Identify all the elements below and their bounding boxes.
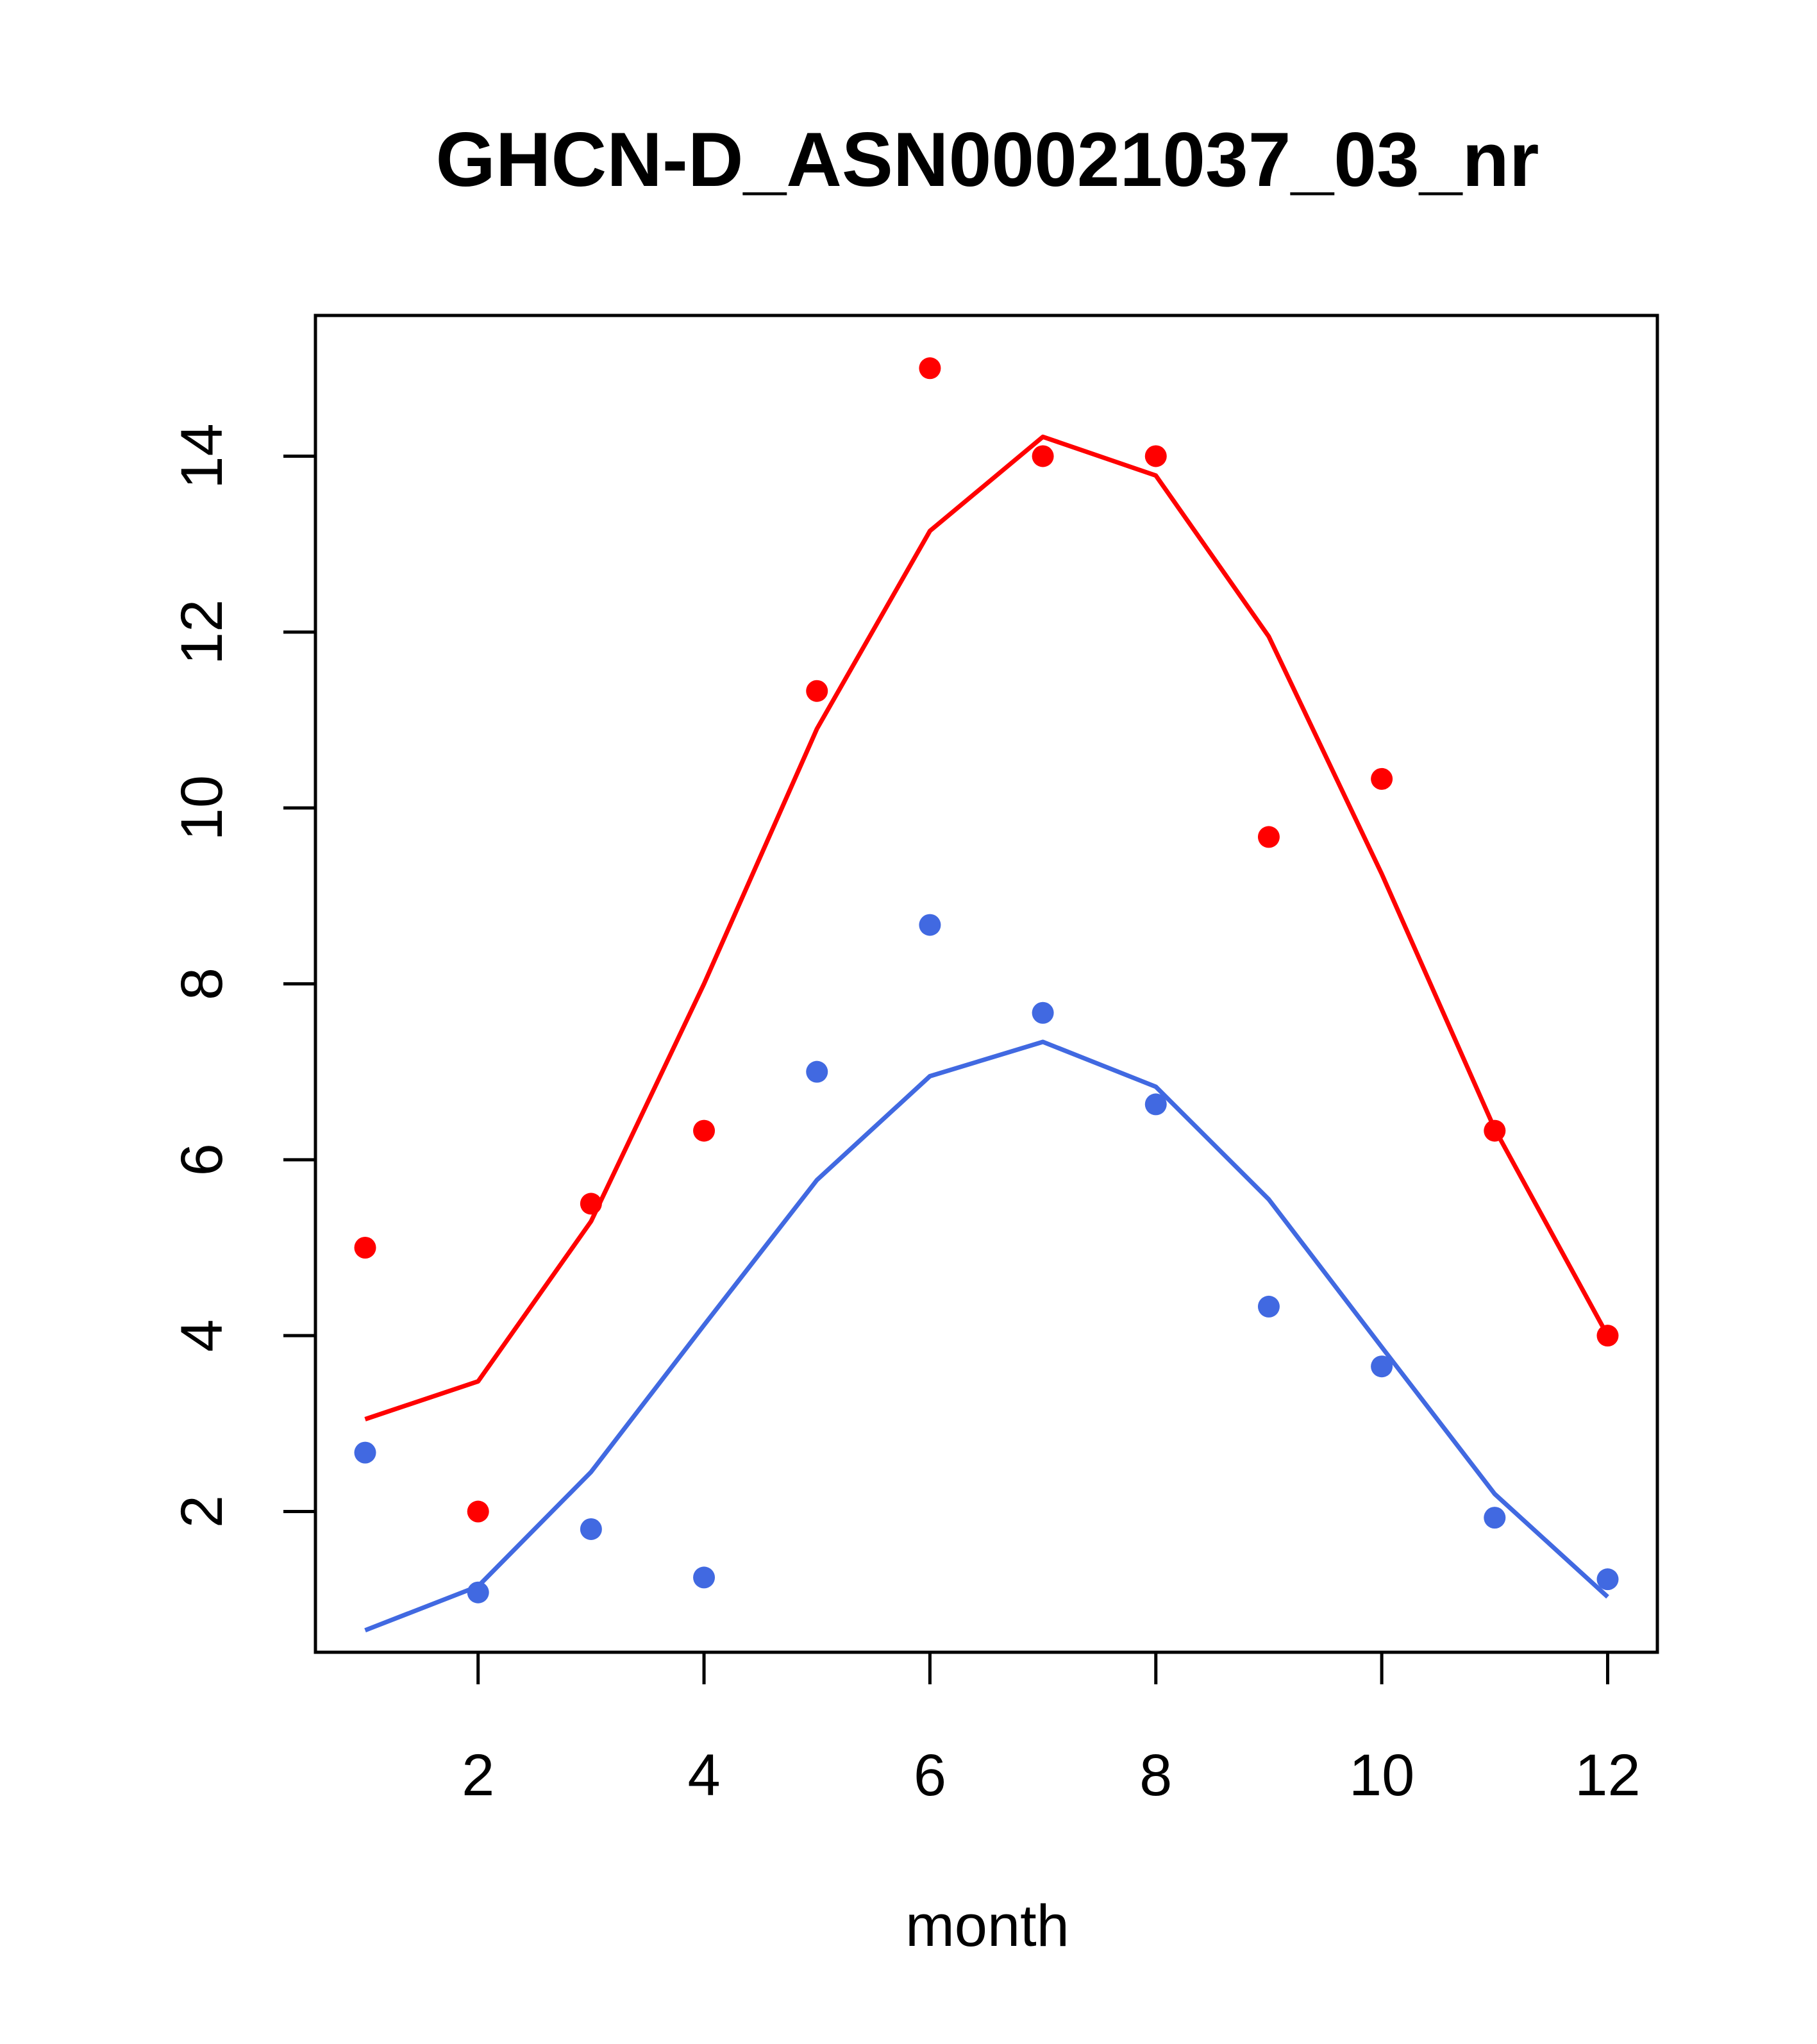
y-tick-label: 2 — [169, 1495, 235, 1528]
x-axis: 2 4 6 8 10 12 — [462, 1652, 1641, 1808]
fit-lines — [364, 434, 1610, 1632]
x-tick-label: 2 — [462, 1743, 494, 1808]
y-tick-label: 6 — [169, 1143, 235, 1176]
chart-title: GHCN-D_ASN00021037_03_nr — [436, 117, 1539, 203]
plot-frame — [314, 314, 1659, 1654]
series-1-point — [1257, 826, 1280, 848]
x-tick-label: 12 — [1575, 1743, 1640, 1808]
series-1-point — [1032, 445, 1054, 467]
x-tick-label: 10 — [1349, 1743, 1414, 1808]
series-1-point — [1596, 1325, 1619, 1347]
series-2-point — [1144, 1093, 1167, 1116]
data-points — [354, 357, 1619, 1604]
series-1-point — [580, 1193, 602, 1215]
series-1-point — [919, 357, 941, 380]
y-axis: 2 4 6 8 10 12 14 — [169, 423, 315, 1528]
x-axis-label: month — [905, 1893, 1069, 1959]
series-1-point — [1484, 1119, 1506, 1142]
y-tick-label: 12 — [169, 599, 235, 665]
series-1-point — [1371, 767, 1393, 790]
series-2-point — [919, 914, 941, 936]
series-2-point — [580, 1518, 602, 1540]
series-2-point — [354, 1441, 376, 1464]
series-2-point — [693, 1566, 716, 1589]
series-1-point — [693, 1119, 716, 1142]
series-1-point — [1144, 445, 1167, 467]
x-tick-label: 4 — [687, 1743, 720, 1808]
series-2-fit-line — [364, 1039, 1609, 1632]
y-tick-label: 14 — [169, 423, 235, 489]
series-1-point — [806, 680, 828, 702]
y-tick-label: 8 — [169, 968, 235, 1000]
series-2-point — [1257, 1295, 1280, 1318]
x-tick-label: 8 — [1139, 1743, 1172, 1808]
y-tick-label: 10 — [169, 775, 235, 841]
series-2-point — [1484, 1507, 1506, 1529]
x-tick-label: 6 — [914, 1743, 946, 1808]
series-2-point — [467, 1581, 489, 1604]
series-1-point — [467, 1500, 489, 1523]
series-2-point — [1032, 1001, 1054, 1024]
series-1-fit-line — [364, 434, 1610, 1421]
series-2-point — [1371, 1355, 1393, 1378]
y-tick-label: 4 — [169, 1319, 235, 1352]
series-2-point — [806, 1060, 828, 1083]
series-1-point — [354, 1237, 376, 1259]
series-2-point — [1596, 1568, 1619, 1591]
